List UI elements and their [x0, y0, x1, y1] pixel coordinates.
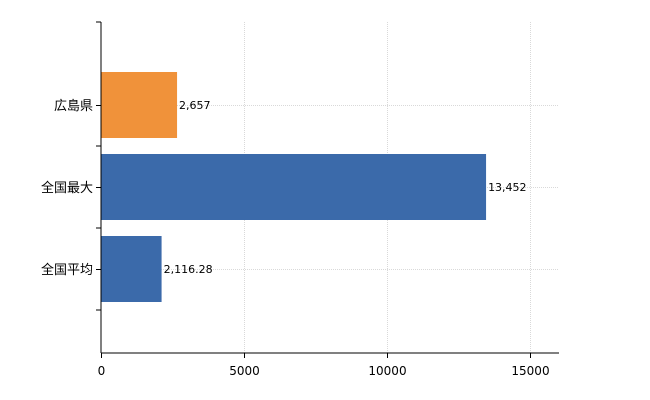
bars — [101, 72, 487, 302]
x-tick-label: 5000 — [229, 364, 260, 378]
x-tick-labels: 0 5000 10000 15000 — [98, 364, 550, 378]
bar — [101, 236, 162, 302]
data-label: 2,116.28 — [164, 263, 213, 276]
data-label: 13,452 — [488, 181, 526, 194]
bar — [101, 154, 487, 220]
x-tick-label: 0 — [98, 364, 106, 378]
axes — [96, 21, 559, 358]
data-label: 2,657 — [179, 99, 211, 112]
category-label: 全国平均 — [41, 262, 93, 278]
x-tick-label: 10000 — [368, 364, 406, 378]
data-labels: 2,657 13,452 2,116.28 — [164, 99, 527, 276]
category-label: 全国最大 — [41, 180, 93, 196]
bar — [101, 72, 178, 138]
x-tick-label: 15000 — [511, 364, 549, 378]
category-label: 広島県 — [54, 99, 93, 114]
